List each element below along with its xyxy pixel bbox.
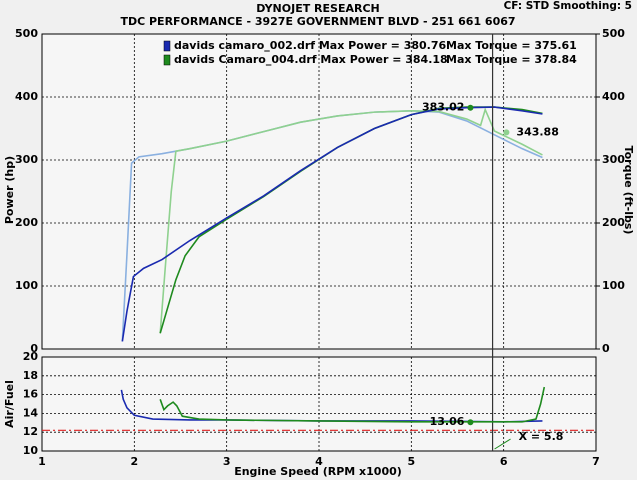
y-tick-label: 400 — [15, 90, 38, 103]
x-tick-label: 4 — [315, 455, 323, 468]
y-tick-label: 14 — [23, 406, 39, 419]
y-tick-label: 10 — [23, 444, 39, 457]
x-tick-label: 1 — [38, 455, 46, 468]
legend-swatch — [163, 54, 171, 66]
legend-torque: Max Torque = 378.84 — [446, 53, 577, 66]
title: DYNOJET RESEARCH — [256, 2, 379, 15]
y2-tick-label: 400 — [602, 90, 625, 103]
y-axis-label: Air/Fuel — [3, 380, 16, 428]
y-tick-label: 100 — [15, 279, 38, 292]
series-line — [121, 106, 543, 342]
marker — [503, 129, 510, 136]
y-tick-label: 12 — [23, 425, 38, 438]
x-tick-label: 7 — [592, 455, 600, 468]
legend-torque: Max Torque = 375.61 — [446, 39, 577, 52]
y-tick-label: 18 — [23, 369, 38, 382]
x-tick-label: 2 — [131, 455, 139, 468]
y-tick-label: 200 — [15, 216, 38, 229]
y2-tick-label: 200 — [602, 216, 625, 229]
y2-axis-label: Torque (ft-lbs) — [622, 146, 635, 235]
x-tick-label: 3 — [223, 455, 231, 468]
legend-swatch — [163, 40, 171, 52]
plot-area — [41, 356, 597, 452]
settings: CF: STD Smoothing: 5 — [504, 0, 632, 12]
marker — [467, 104, 474, 111]
legend-label: davids Camaro_004.drf Max Power = 384.18 — [174, 53, 448, 66]
y2-tick-label: 300 — [602, 153, 625, 166]
subtitle: TDC PERFORMANCE - 3927E GOVERNMENT BLVD … — [120, 15, 515, 28]
x-tick-label: 5 — [408, 455, 416, 468]
y2-tick-label: 500 — [602, 27, 625, 40]
y-tick-label: 300 — [15, 153, 38, 166]
marker-label: 343.88 — [516, 125, 558, 138]
y-tick-label: 0 — [30, 342, 38, 355]
y2-tick-label: 0 — [602, 342, 610, 355]
cursor-leader — [494, 438, 511, 450]
series-line — [159, 386, 546, 423]
marker-label: 383.02 — [422, 101, 464, 114]
x-axis-label: Engine Speed (RPM x1000) — [234, 465, 402, 478]
y2-tick-label: 100 — [602, 279, 625, 292]
marker — [467, 419, 474, 426]
cursor-label: X = 5.8 — [519, 430, 564, 443]
marker-label: 13.06 — [430, 415, 465, 428]
series-line — [159, 107, 543, 334]
y-tick-label: 20 — [23, 350, 39, 363]
x-tick-label: 6 — [500, 455, 508, 468]
y-axis-label: Power (hp) — [3, 156, 16, 224]
y-tick-label: 500 — [15, 27, 38, 40]
y-tick-label: 16 — [23, 388, 39, 401]
legend-label: davids camaro_002.drf Max Power = 380.76 — [174, 39, 446, 52]
